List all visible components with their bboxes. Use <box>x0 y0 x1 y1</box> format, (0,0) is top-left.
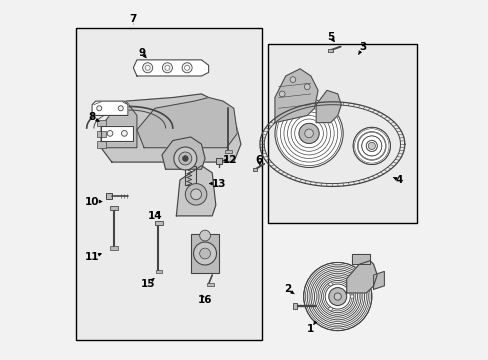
Text: 4: 4 <box>394 175 402 185</box>
Bar <box>106 193 112 199</box>
Circle shape <box>182 156 188 161</box>
Circle shape <box>303 262 371 330</box>
Bar <box>97 109 106 116</box>
Circle shape <box>289 77 295 82</box>
Bar <box>155 270 162 273</box>
Bar <box>224 149 232 153</box>
Polygon shape <box>92 101 128 116</box>
Text: 12: 12 <box>223 155 237 165</box>
Text: 1: 1 <box>306 324 314 334</box>
Circle shape <box>328 307 332 311</box>
Polygon shape <box>137 98 237 148</box>
Circle shape <box>164 65 169 70</box>
Text: 14: 14 <box>147 211 162 221</box>
Circle shape <box>199 248 210 259</box>
Text: 15: 15 <box>140 279 155 289</box>
Text: 3: 3 <box>359 42 366 52</box>
Circle shape <box>304 129 313 138</box>
Circle shape <box>185 184 206 205</box>
Bar <box>215 158 222 164</box>
Circle shape <box>274 99 343 167</box>
Polygon shape <box>316 90 341 123</box>
Text: 5: 5 <box>326 32 333 41</box>
Polygon shape <box>351 253 369 264</box>
Circle shape <box>162 63 172 73</box>
Bar <box>76 28 262 339</box>
Text: 11: 11 <box>84 252 99 262</box>
Circle shape <box>107 131 113 136</box>
Polygon shape <box>162 137 204 169</box>
Text: 13: 13 <box>212 179 226 189</box>
Text: 10: 10 <box>84 197 99 207</box>
Bar <box>97 120 106 126</box>
Polygon shape <box>176 166 215 216</box>
Bar <box>110 246 117 250</box>
Circle shape <box>368 143 373 148</box>
Bar <box>253 168 257 171</box>
Circle shape <box>190 189 201 200</box>
Circle shape <box>97 106 102 111</box>
Circle shape <box>179 152 191 165</box>
Text: 2: 2 <box>284 284 290 294</box>
Polygon shape <box>101 126 133 140</box>
Circle shape <box>118 106 123 111</box>
Circle shape <box>174 147 196 170</box>
Circle shape <box>367 142 375 149</box>
Bar <box>206 283 214 286</box>
Bar <box>110 206 117 211</box>
Bar <box>328 49 332 52</box>
Text: 7: 7 <box>129 14 137 24</box>
Text: 8: 8 <box>88 112 96 122</box>
Circle shape <box>352 127 389 165</box>
Circle shape <box>279 91 285 97</box>
Circle shape <box>328 288 346 306</box>
Circle shape <box>182 63 192 73</box>
Circle shape <box>121 131 127 136</box>
Circle shape <box>193 242 216 265</box>
Polygon shape <box>101 94 241 162</box>
Circle shape <box>142 63 152 73</box>
Polygon shape <box>373 271 384 289</box>
Bar <box>97 141 106 148</box>
Circle shape <box>184 65 189 70</box>
Polygon shape <box>274 69 317 123</box>
Text: 9: 9 <box>139 48 145 58</box>
Circle shape <box>349 295 353 298</box>
Circle shape <box>298 123 319 143</box>
Polygon shape <box>133 60 208 76</box>
Circle shape <box>145 65 150 70</box>
Text: 6: 6 <box>255 155 262 165</box>
Circle shape <box>304 84 309 90</box>
Polygon shape <box>346 261 376 293</box>
Text: 16: 16 <box>198 295 212 305</box>
Circle shape <box>328 282 332 286</box>
Polygon shape <box>101 101 137 148</box>
Bar <box>155 221 163 225</box>
Bar <box>97 131 106 137</box>
Bar <box>292 303 297 309</box>
Bar <box>267 44 416 223</box>
Circle shape <box>199 230 210 241</box>
Circle shape <box>333 293 341 300</box>
Bar <box>190 234 219 273</box>
Bar <box>185 166 196 185</box>
